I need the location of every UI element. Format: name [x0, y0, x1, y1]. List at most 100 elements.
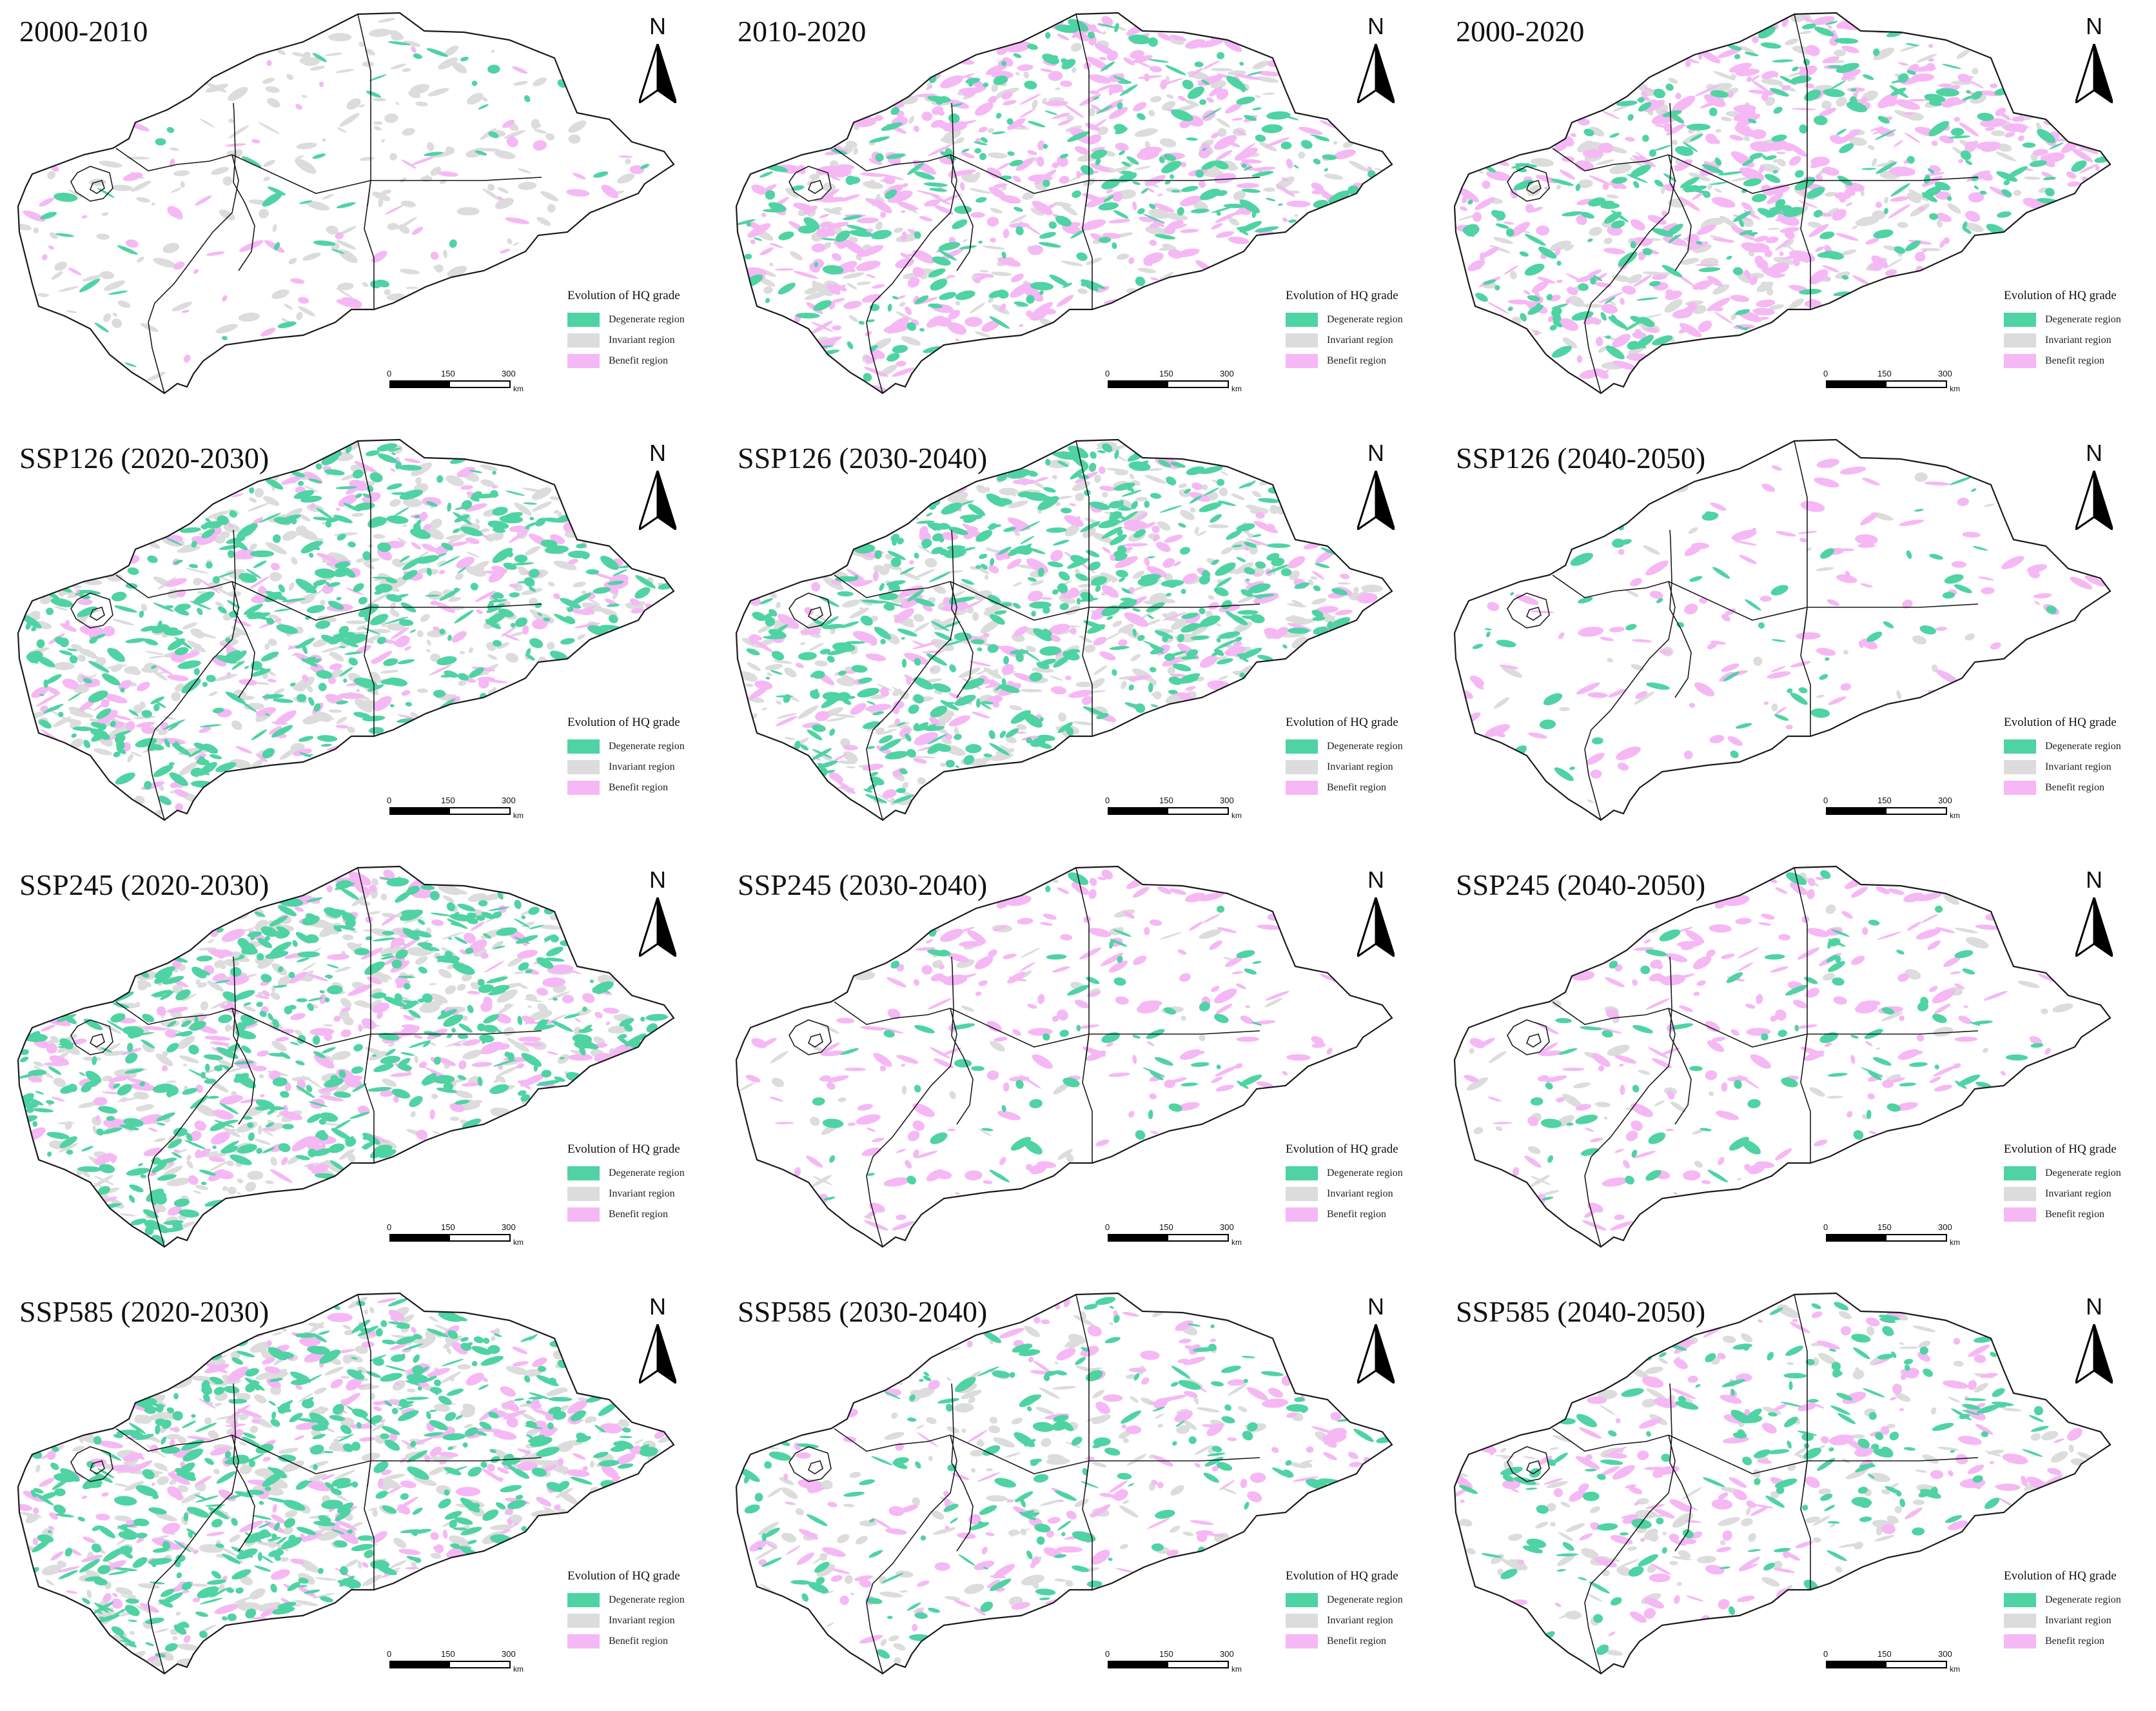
benefit-patch	[1041, 597, 1052, 600]
invariant-patch	[531, 500, 553, 513]
degenerate-patch	[745, 253, 752, 259]
degenerate-patch	[202, 681, 208, 687]
degenerate-patch	[389, 704, 395, 708]
map-panel-5: SSP126 (2030-2040) N Evolution of HQ gra…	[718, 427, 1436, 857]
degenerate-patch	[1198, 500, 1223, 514]
degenerate-patch	[1689, 575, 1703, 583]
invariant-patch	[181, 181, 185, 188]
invariant-patch	[1297, 150, 1307, 160]
invariant-patch	[1030, 99, 1039, 110]
invariant-patch	[1311, 597, 1327, 606]
degenerate-patch	[745, 647, 760, 656]
benefit-patch	[155, 1004, 168, 1017]
degenerate-patch	[528, 636, 545, 650]
degenerate-patch	[1281, 569, 1292, 576]
benefit-patch	[618, 155, 632, 158]
degenerate-patch	[859, 614, 875, 628]
benefit-patch	[1985, 127, 1995, 132]
benefit-patch	[210, 1041, 230, 1046]
invariant-patch	[235, 1119, 259, 1135]
benefit-patch	[1137, 75, 1162, 79]
legend-label: Benefit region	[2045, 782, 2104, 794]
invariant-patch	[1159, 137, 1177, 149]
benefit-patch	[22, 1124, 48, 1144]
invariant-patch	[1153, 691, 1162, 699]
benefit-patch	[1122, 543, 1148, 547]
degenerate-patch	[1744, 598, 1762, 612]
degenerate-patch	[1914, 509, 1924, 513]
invariant-patch	[262, 159, 276, 168]
benefit-patch	[970, 212, 985, 218]
invariant-patch	[1896, 690, 1903, 700]
benefit-patch	[1003, 229, 1009, 239]
benefit-patch	[438, 569, 446, 575]
degenerate-patch	[1255, 133, 1267, 142]
invariant-patch	[173, 170, 190, 177]
benefit-patch	[280, 1156, 289, 1166]
legend-label: Degenerate region	[609, 741, 685, 752]
legend-swatch	[2004, 760, 2036, 774]
invariant-patch	[331, 1050, 351, 1062]
degenerate-patch	[155, 138, 166, 145]
degenerate-patch	[1810, 708, 1830, 719]
invariant-patch	[415, 101, 428, 107]
invariant-patch	[210, 165, 230, 176]
legend-title: Evolution of HQ grade	[2004, 289, 2152, 303]
benefit-patch	[909, 560, 914, 565]
degenerate-patch	[1007, 151, 1015, 157]
benefit-patch	[259, 326, 277, 338]
benefit-patch	[761, 212, 767, 218]
degenerate-patch	[1664, 83, 1674, 92]
degenerate-patch	[1217, 52, 1224, 59]
invariant-patch	[236, 1177, 244, 1184]
benefit-patch	[574, 1017, 582, 1023]
invariant-patch	[2014, 190, 2022, 196]
invariant-patch	[446, 264, 468, 280]
scale-tick-0: 0	[1823, 369, 1828, 378]
invariant-patch	[186, 1159, 195, 1169]
degenerate-patch	[430, 912, 451, 917]
legend-item-benefit: Benefit region	[567, 777, 716, 798]
benefit-patch	[1887, 203, 1911, 220]
benefit-patch	[1018, 324, 1024, 328]
benefit-patch	[1989, 641, 2002, 650]
invariant-patch	[242, 1004, 257, 1013]
invariant-patch	[427, 86, 450, 98]
invariant-patch	[263, 176, 271, 182]
degenerate-patch	[2023, 142, 2036, 148]
degenerate-patch	[1132, 607, 1141, 612]
invariant-patch	[189, 627, 206, 641]
benefit-patch	[1790, 660, 1811, 669]
degenerate-patch	[1794, 169, 1805, 179]
degenerate-patch	[1168, 676, 1183, 687]
degenerate-patch	[249, 487, 255, 494]
province-boundary	[1801, 607, 1810, 736]
province-boundary	[1670, 530, 1672, 609]
benefit-patch	[1132, 100, 1148, 113]
invariant-patch	[898, 301, 906, 308]
invariant-patch	[789, 249, 804, 262]
degenerate-patch	[1943, 572, 1965, 585]
benefit-patch	[1770, 464, 1782, 471]
benefit-patch	[256, 1050, 270, 1058]
benefit-patch	[235, 745, 253, 755]
degenerate-patch	[1886, 29, 1903, 38]
legend-swatch	[1286, 760, 1318, 774]
degenerate-patch	[861, 371, 874, 384]
benefit-patch	[1709, 734, 1725, 745]
degenerate-patch	[1088, 462, 1097, 473]
north-label: N	[635, 440, 680, 467]
benefit-patch	[775, 268, 794, 271]
degenerate-patch	[560, 637, 575, 645]
degenerate-patch	[912, 674, 936, 692]
legend-swatch	[567, 781, 600, 795]
legend-swatch	[567, 760, 600, 774]
invariant-patch	[1251, 59, 1271, 71]
benefit-patch	[1935, 627, 1947, 631]
benefit-patch	[811, 243, 825, 253]
invariant-patch	[373, 98, 387, 102]
invariant-patch	[344, 96, 363, 112]
invariant-patch	[199, 1001, 210, 1012]
benefit-patch	[1026, 150, 1037, 156]
benefit-patch	[410, 541, 422, 551]
